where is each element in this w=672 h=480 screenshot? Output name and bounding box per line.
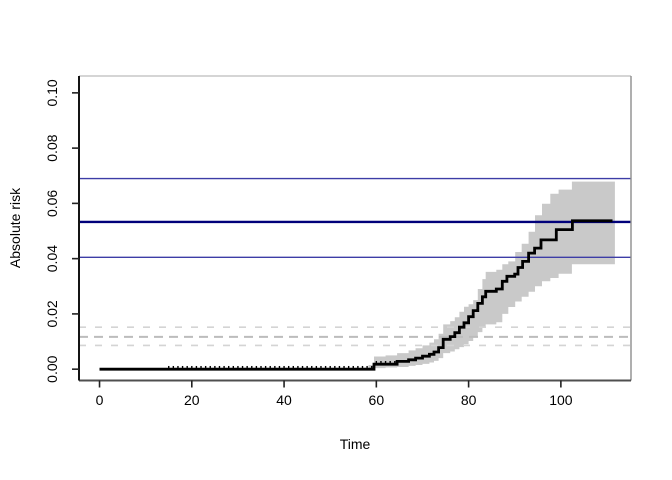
plot-area: 0 20 40 60 80 100 0.00 0.02 0.04 0.06 0.08 0.10 (44, 75, 632, 408)
y-tick-label: 0.06 (44, 190, 60, 217)
x-axis: 0 20 40 60 80 100 (96, 380, 573, 408)
y-tick-label: 0.08 (44, 134, 60, 161)
x-tick-label: 80 (461, 392, 477, 408)
y-tick-label: 0.00 (44, 355, 60, 382)
y-axis: 0.00 0.02 0.04 0.06 0.08 0.10 (44, 79, 79, 383)
y-tick-label: 0.04 (44, 245, 60, 272)
confidence-band (368, 181, 615, 370)
x-tick-label: 0 (96, 392, 104, 408)
x-tick-label: 40 (276, 392, 292, 408)
x-tick-label: 60 (369, 392, 385, 408)
risk-curve (99, 219, 613, 371)
x-axis-title: Time (340, 436, 371, 452)
y-axis-title: Absolute risk (7, 187, 23, 268)
x-tick-label: 100 (549, 392, 573, 408)
y-tick-label: 0.02 (44, 300, 60, 327)
censor-marks (168, 360, 396, 370)
x-tick-label: 20 (184, 392, 200, 408)
y-tick-label: 0.10 (44, 79, 60, 106)
